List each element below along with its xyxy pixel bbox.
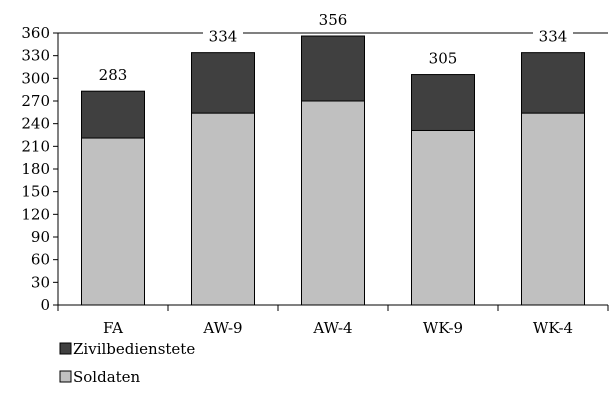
bar-segment-soldaten-wk-9 <box>411 129 475 306</box>
x-category-label: AW-4 <box>312 319 352 337</box>
bar-segment-zivilbedienstete-aw-4 <box>301 35 365 102</box>
y-tick-label: 90 <box>31 228 50 246</box>
y-tick-label: 0 <box>40 296 50 314</box>
bar-segment-soldaten-aw-4 <box>301 100 365 306</box>
bars <box>81 35 585 306</box>
total-labels: 283 334 356 305 334 <box>93 10 573 84</box>
bar-segment-zivilbedienstete-aw-9 <box>191 52 255 114</box>
bar-segment-zivilbedienstete-wk-4 <box>521 52 585 114</box>
y-tick-label: 360 <box>21 24 50 42</box>
bar-segment-soldaten-wk-4 <box>521 112 585 306</box>
x-axis-category-labels: FA AW-9 AW-4 WK-9 WK-4 <box>103 319 573 337</box>
y-tick-label: 270 <box>21 92 50 110</box>
x-category-label: WK-9 <box>423 319 463 337</box>
bar-segment-soldaten-aw-9 <box>191 112 255 306</box>
total-label: 356 <box>319 11 348 29</box>
total-label: 283 <box>99 66 128 84</box>
bar-segment-zivilbedienstete-wk-9 <box>411 74 475 131</box>
bar-segment-zivilbedienstete-fa <box>81 90 145 139</box>
y-tick-label: 210 <box>21 137 50 155</box>
x-category-label: AW-9 <box>202 319 242 337</box>
y-tick-label: 240 <box>21 115 50 133</box>
total-label: 334 <box>209 28 238 46</box>
x-category-label: FA <box>103 319 123 337</box>
y-tick-label: 330 <box>21 47 50 65</box>
total-label-background <box>313 10 353 29</box>
y-tick-label: 30 <box>31 273 50 291</box>
bar-segment-soldaten-fa <box>81 137 145 306</box>
total-label-background <box>203 26 243 45</box>
legend-swatch-zivilbedienstete <box>59 342 72 355</box>
legend-label: Soldaten <box>73 368 141 386</box>
x-category-label: WK-4 <box>533 319 573 337</box>
y-tick-label: 180 <box>21 160 50 178</box>
y-axis-tick-labels: 0 30 60 90 120 150 180 210 240 270 300 330 360 <box>21 24 50 314</box>
legend-swatch-soldaten <box>59 370 72 383</box>
total-label-background <box>93 65 133 84</box>
y-tick-label: 300 <box>21 69 50 87</box>
legend: Zivilbedienstete Soldaten <box>59 340 195 386</box>
y-tick-label: 60 <box>31 251 50 269</box>
total-label-background <box>533 26 573 45</box>
total-label-background <box>423 48 463 67</box>
y-tick-label: 150 <box>21 183 50 201</box>
total-label: 334 <box>539 28 568 46</box>
total-label: 305 <box>429 50 458 68</box>
legend-label: Zivilbedienstete <box>73 340 195 358</box>
y-tick-label: 120 <box>21 205 50 223</box>
